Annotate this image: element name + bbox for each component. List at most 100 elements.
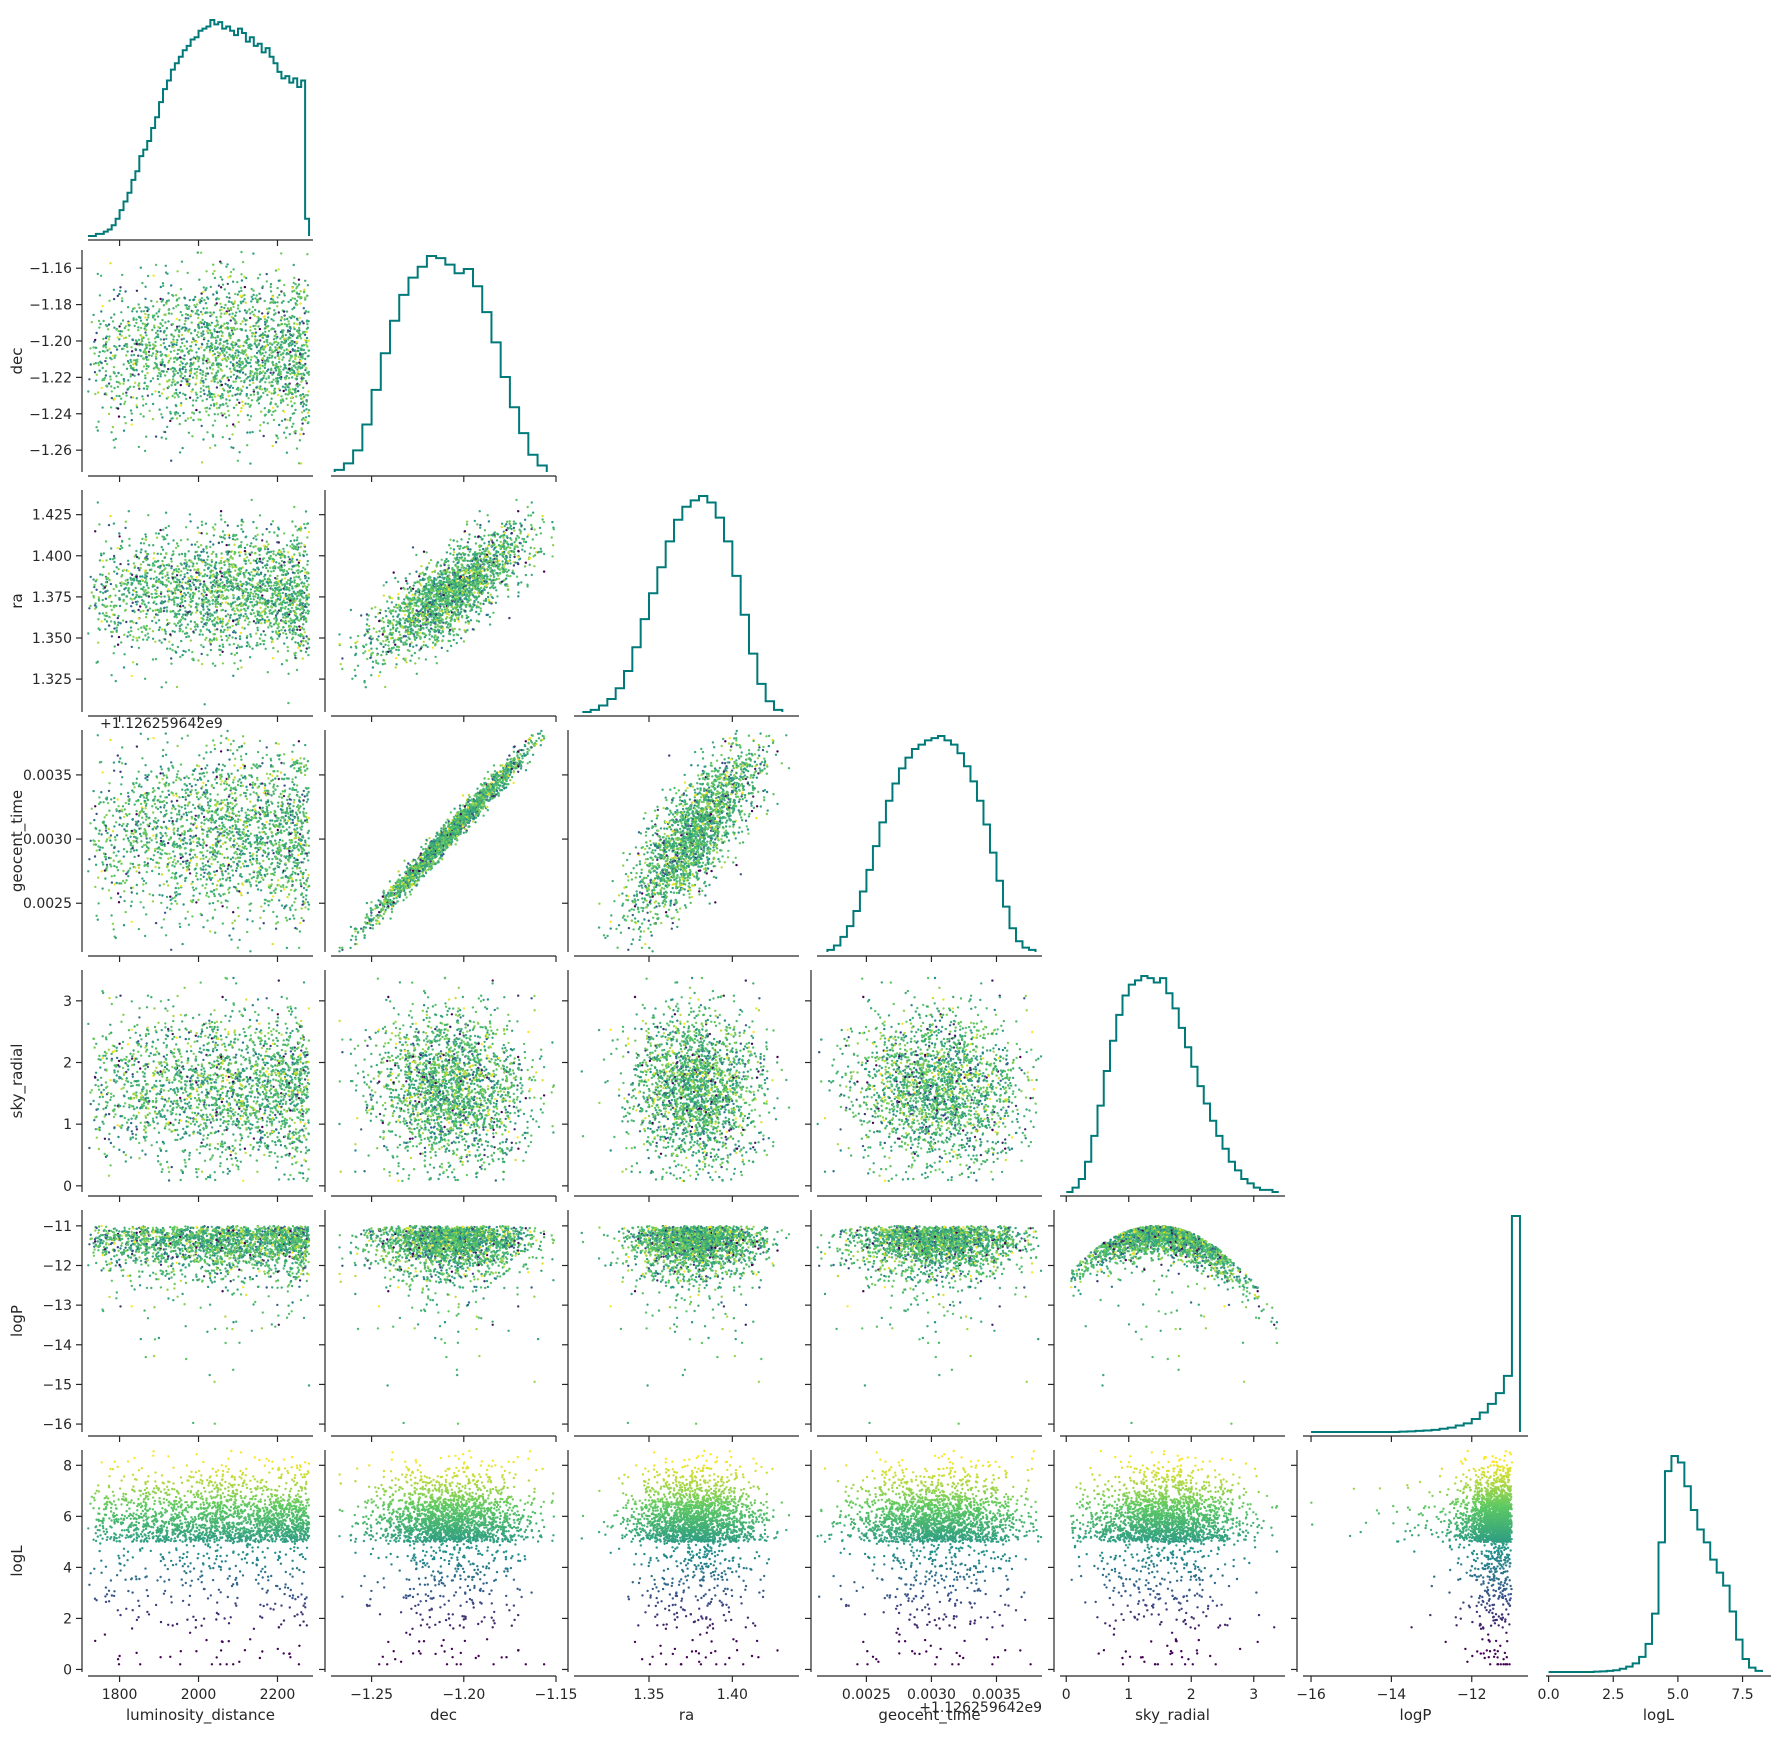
data-point <box>228 379 230 381</box>
data-point <box>138 557 140 559</box>
data-point <box>176 417 178 419</box>
data-point <box>176 382 178 384</box>
data-point <box>238 360 240 362</box>
data-point <box>199 411 201 413</box>
data-point <box>146 356 148 358</box>
data-point <box>101 406 103 408</box>
data-point <box>118 395 120 397</box>
data-point <box>169 357 171 359</box>
data-point <box>179 356 181 358</box>
data-point <box>98 320 100 322</box>
data-point <box>105 540 107 542</box>
data-point <box>205 347 207 349</box>
data-point <box>138 307 140 309</box>
data-point <box>210 404 212 406</box>
data-point <box>155 357 157 359</box>
data-point <box>296 341 298 343</box>
data-point <box>160 286 162 288</box>
data-point <box>286 318 288 320</box>
data-point <box>275 403 277 405</box>
data-point <box>289 419 291 421</box>
data-point <box>240 251 242 253</box>
data-point <box>239 345 241 347</box>
data-point <box>195 382 197 384</box>
data-point <box>179 415 181 417</box>
data-point <box>118 532 120 534</box>
data-point <box>101 387 103 389</box>
data-point <box>224 304 226 306</box>
data-point <box>303 410 305 412</box>
data-point <box>167 368 169 370</box>
data-point <box>198 299 200 301</box>
data-point <box>188 432 190 434</box>
data-point <box>271 392 273 394</box>
data-point <box>250 344 252 346</box>
data-point <box>274 364 276 366</box>
data-point <box>146 319 148 321</box>
data-point <box>281 359 283 361</box>
data-point <box>100 275 102 277</box>
data-point <box>158 383 160 385</box>
data-point <box>137 329 139 331</box>
data-point <box>287 301 289 303</box>
data-point <box>206 367 208 369</box>
data-point <box>285 353 287 355</box>
data-point <box>233 407 235 409</box>
data-point <box>183 358 185 360</box>
data-point <box>209 396 211 398</box>
data-point <box>112 355 114 357</box>
data-point <box>237 389 239 391</box>
data-point <box>278 424 280 426</box>
data-point <box>144 298 146 300</box>
data-point <box>237 304 239 306</box>
data-point <box>93 352 95 354</box>
data-point <box>219 645 221 647</box>
data-point <box>234 394 236 396</box>
data-point <box>129 359 131 361</box>
data-point <box>296 363 298 365</box>
data-point <box>130 409 132 411</box>
data-point <box>249 656 251 658</box>
data-point <box>293 364 295 366</box>
data-point <box>194 621 196 623</box>
data-point <box>113 313 115 315</box>
data-point <box>267 312 269 314</box>
data-point <box>191 435 193 437</box>
data-point <box>222 347 224 349</box>
data-point <box>230 309 232 311</box>
data-point <box>165 265 167 267</box>
data-point <box>152 305 154 307</box>
data-point <box>173 335 175 337</box>
data-point <box>298 462 300 464</box>
data-point <box>158 308 160 310</box>
data-point <box>250 365 252 367</box>
data-point <box>130 346 132 348</box>
data-point <box>129 365 131 367</box>
data-point <box>279 377 281 379</box>
data-point <box>176 341 178 343</box>
data-point <box>246 336 248 338</box>
data-point <box>148 354 150 356</box>
data-point <box>276 296 278 298</box>
data-point <box>291 343 293 345</box>
data-point <box>278 358 280 360</box>
data-point <box>221 331 223 333</box>
data-point <box>172 338 174 340</box>
data-point <box>200 311 202 313</box>
data-point <box>98 364 100 366</box>
data-point <box>219 363 221 365</box>
data-point <box>155 355 157 357</box>
data-point <box>131 419 133 421</box>
data-point <box>118 325 120 327</box>
data-point <box>235 377 237 379</box>
data-point <box>201 313 203 315</box>
data-point <box>212 364 214 366</box>
data-point <box>265 378 267 380</box>
data-point <box>202 330 204 332</box>
data-point <box>235 349 237 351</box>
data-point <box>115 605 117 607</box>
data-point <box>258 554 260 556</box>
data-point <box>159 330 161 332</box>
data-point <box>242 320 244 322</box>
data-point <box>220 262 222 264</box>
